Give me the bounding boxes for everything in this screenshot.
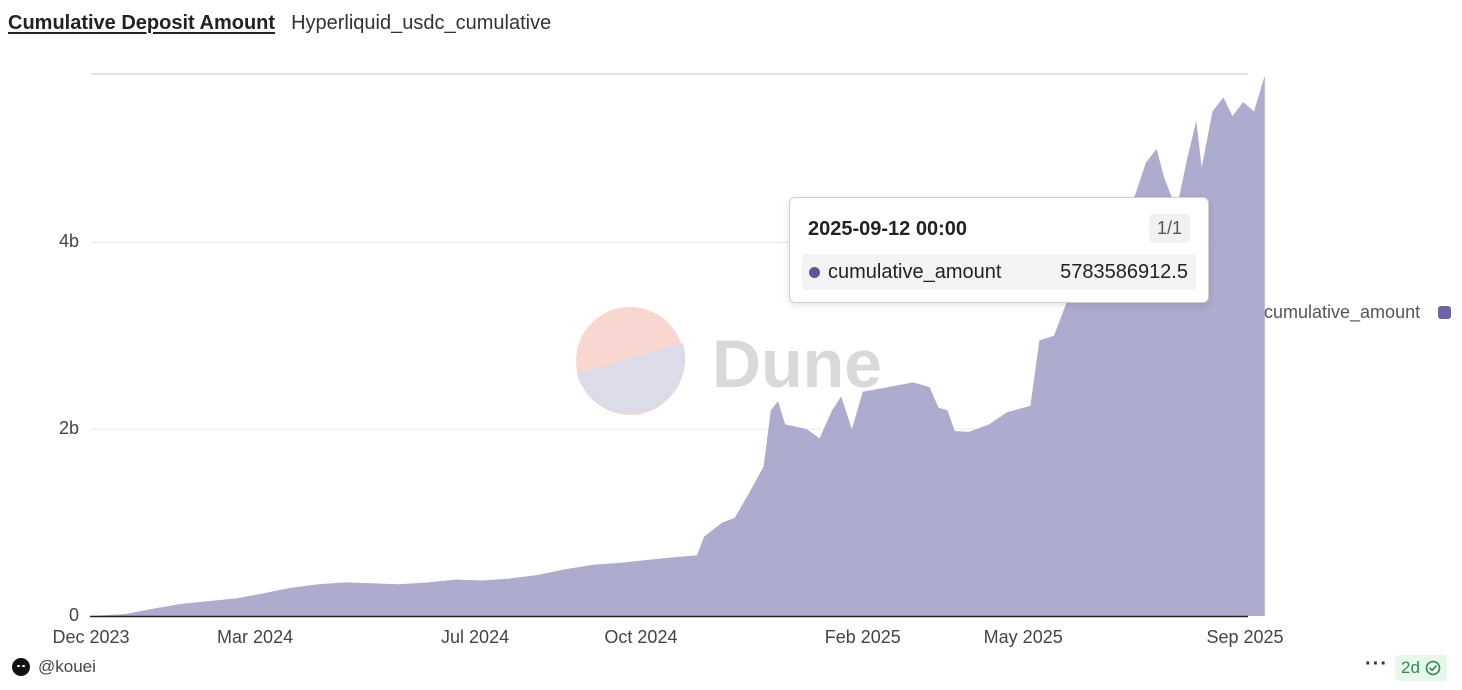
y-tick-label: 2b — [59, 418, 79, 438]
author-username: @kouei — [38, 657, 96, 676]
tooltip-value: 5783586912.5 — [1060, 260, 1188, 283]
x-tick-label: Jul 2024 — [441, 627, 509, 647]
chart-header: Cumulative Deposit Amount Hyperliquid_us… — [8, 12, 551, 40]
tooltip-series-name: cumulative_amount — [828, 260, 1002, 283]
legend-label: cumulative_amount — [1264, 302, 1421, 322]
x-tick-label: Feb 2025 — [825, 627, 901, 647]
user-avatar-icon — [12, 658, 30, 676]
x-tick-label: Dec 2023 — [52, 627, 129, 647]
hover-tooltip: 2025-09-12 00:00 1/1 cumulative_amount 5… — [789, 197, 1209, 303]
more-dots-icon[interactable]: ··· — [1365, 653, 1388, 675]
refresh-age: 2d — [1401, 658, 1420, 677]
tooltip-count: 1/1 — [1148, 214, 1190, 243]
y-axis-ticks: 0 2b 4b — [59, 231, 79, 625]
x-tick-label: May 2025 — [984, 627, 1063, 647]
watermark-logo-lower-half — [577, 343, 686, 414]
chart-title-link[interactable]: Cumulative Deposit Amount — [8, 12, 276, 34]
tooltip-row: cumulative_amount 5783586912.5 — [802, 254, 1196, 290]
series-dot-icon — [809, 266, 820, 278]
y-tick-label: 4b — [59, 231, 79, 251]
legend-item[interactable]: cumulative_amount — [1264, 302, 1451, 323]
refresh-status-badge[interactable]: 2d — [1395, 655, 1447, 681]
dune-watermark: Dune — [576, 307, 882, 415]
watermark-text: Dune — [712, 326, 882, 402]
y-tick-label: 0 — [69, 605, 79, 625]
x-tick-label: Sep 2025 — [1206, 627, 1283, 647]
x-tick-label: Oct 2024 — [604, 627, 677, 647]
x-axis-ticks: Dec 2023 Mar 2024 Jul 2024 Oct 2024 Feb 2025… — [52, 627, 1283, 647]
legend-swatch-icon — [1438, 306, 1451, 319]
x-tick-label: Mar 2024 — [217, 627, 293, 647]
area-series-cumulative-amount[interactable] — [91, 75, 1265, 617]
author-link[interactable]: @kouei — [12, 657, 96, 677]
check-circle-icon — [1425, 660, 1441, 676]
query-name: Hyperliquid_usdc_cumulative — [291, 12, 552, 34]
tooltip-date: 2025-09-12 00:00 — [808, 218, 968, 240]
